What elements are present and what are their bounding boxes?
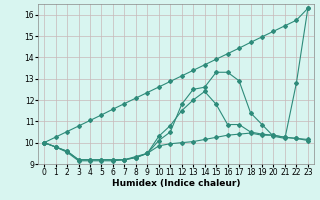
X-axis label: Humidex (Indice chaleur): Humidex (Indice chaleur) <box>112 179 240 188</box>
